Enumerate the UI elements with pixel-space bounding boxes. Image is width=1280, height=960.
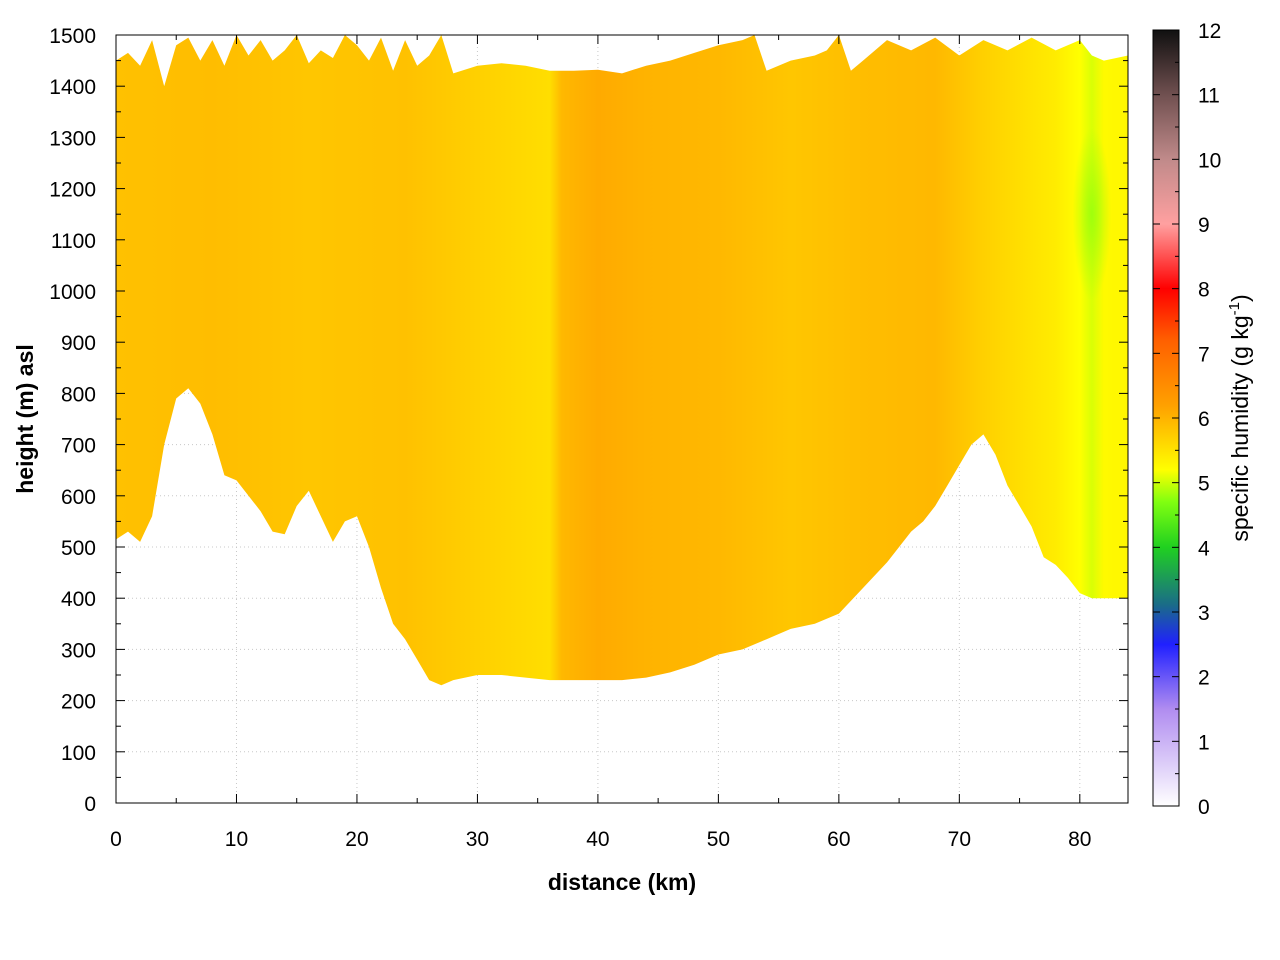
colorbar-tick-label: 0 <box>1198 796 1210 819</box>
y-tick-label: 500 <box>61 537 96 560</box>
colorbar-tick-label: 2 <box>1198 667 1210 690</box>
y-tick-label: 600 <box>61 486 96 509</box>
x-tick-label: 60 <box>827 828 850 851</box>
x-tick-label: 0 <box>110 828 122 851</box>
x-tick-label: 70 <box>948 828 971 851</box>
colorbar-tick-label: 7 <box>1198 343 1210 366</box>
x-tick-label: 10 <box>225 828 248 851</box>
y-tick-label: 1100 <box>51 230 96 253</box>
y-axis-title: height (m) asl <box>12 344 38 494</box>
colorbar-title-end: ) <box>1227 294 1253 302</box>
y-tick-label: 300 <box>61 639 96 662</box>
colorbar-tick-label: 12 <box>1198 20 1221 43</box>
colorbar-tick-label: 4 <box>1198 537 1210 560</box>
y-tick-label: 100 <box>61 742 96 765</box>
humidity-field <box>116 35 1128 686</box>
y-tick-label: 1500 <box>49 25 96 48</box>
colorbar-title: specific humidity (g kg-1) <box>1226 294 1253 541</box>
axis-ticks: 0 10 20 30 40 50 60 70 8001002003004005006007008… <box>49 25 1128 851</box>
y-tick-label: 1300 <box>49 127 96 150</box>
x-tick-label: 30 <box>466 828 489 851</box>
colorbar-tick-label: 9 <box>1198 214 1210 237</box>
y-tick-label: 800 <box>61 383 96 406</box>
colorbar-title-main: specific humidity (g kg <box>1227 315 1253 541</box>
moist-anomaly <box>1072 127 1112 302</box>
x-tick-label: 80 <box>1068 828 1091 851</box>
humidity-field-fill <box>116 35 1128 686</box>
x-axis-title: distance (km) <box>548 869 696 895</box>
colorbar-title-superscript: -1 <box>1226 302 1243 315</box>
y-tick-label: 900 <box>61 332 96 355</box>
colorbar-tick-label: 8 <box>1198 279 1210 302</box>
colorbar-tick-label: 10 <box>1198 149 1221 172</box>
y-tick-label: 1400 <box>49 76 96 99</box>
colorbar-tick-label: 5 <box>1198 473 1210 496</box>
colorbar-tick-label: 11 <box>1198 85 1220 108</box>
colorbar-tick-label: 6 <box>1198 408 1210 431</box>
y-tick-label: 1200 <box>49 179 96 202</box>
x-tick-label: 40 <box>586 828 609 851</box>
colorbar-tick-label: 1 <box>1198 731 1210 754</box>
y-tick-label: 200 <box>61 691 96 714</box>
y-tick-label: 0 <box>84 793 96 816</box>
humidity-band <box>116 35 1128 686</box>
x-tick-label: 50 <box>707 828 730 851</box>
y-tick-label: 700 <box>61 435 96 458</box>
colorbar-tick-label: 3 <box>1198 602 1210 625</box>
x-tick-label: 20 <box>345 828 368 851</box>
y-tick-label: 400 <box>61 588 96 611</box>
y-tick-label: 1000 <box>49 281 96 304</box>
